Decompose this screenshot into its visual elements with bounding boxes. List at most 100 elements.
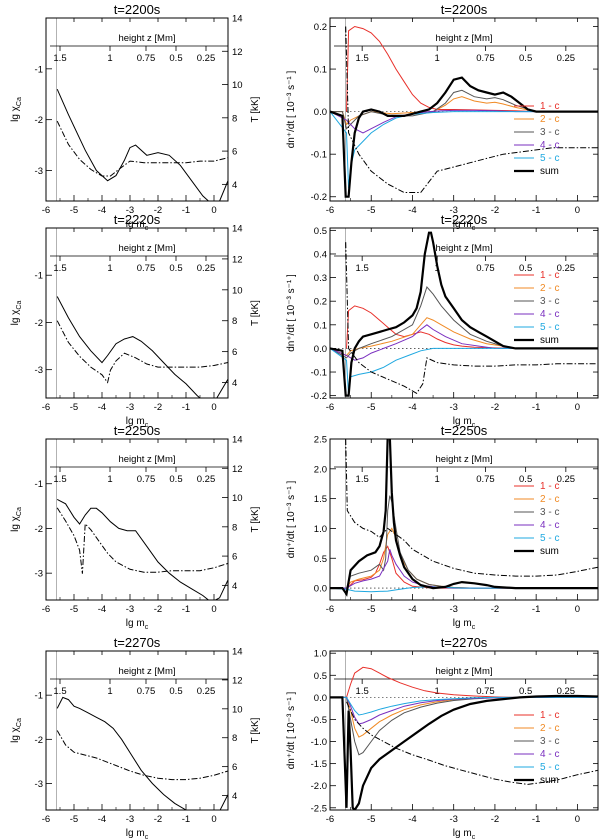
y-tick-label: 0.0 [314, 584, 327, 595]
x-tick-label: 0 [211, 604, 216, 615]
y-tick-label: 2.5 [314, 435, 327, 446]
series-group [330, 231, 598, 397]
series-group [330, 666, 598, 810]
y-tick-label: -2 [35, 318, 43, 329]
x-tick-label: 0 [575, 402, 580, 413]
y2-tick-label: 6 [232, 762, 237, 773]
series-dash-dot [346, 701, 598, 785]
y2-tick-label: 8 [232, 733, 237, 744]
y-tick-label: 0.0 [314, 344, 327, 355]
height-axis-label: height z [Mm] [435, 243, 492, 254]
panel-title: t=2250s [114, 423, 161, 438]
height-axis-tick-label: 0.75 [476, 474, 495, 485]
x-tick-label: -2 [154, 814, 162, 825]
panel-R1: t=2200s -6 -5 -4 -3 -2 -1 0 0.2 0.1 0.0 -0.1 -0.2 lg … [286, 2, 599, 232]
x-tick-label: -1 [532, 402, 540, 413]
panel-title: t=2270s [114, 635, 161, 650]
series-sum [330, 439, 598, 597]
x-tick-label: -4 [408, 402, 416, 413]
y2-tick-label: 8 [232, 316, 237, 327]
y2-tick-label: 8 [232, 113, 237, 124]
height-axis-tick-label: 0.25 [197, 686, 216, 697]
series-group [56, 498, 228, 600]
x-axis-label-main: lg m [453, 416, 472, 427]
y-tick-label: -1 [35, 64, 43, 75]
height-axis-label: height z [Mm] [118, 243, 175, 254]
height-axis-tick-label: 0.5 [169, 263, 182, 274]
y-tick-label: -0.5 [311, 715, 327, 726]
y2-tick-label: 10 [232, 493, 243, 504]
series-t [56, 320, 228, 384]
height-axis-tick-label: 0.5 [519, 474, 532, 485]
x-tick-label: -4 [408, 205, 416, 216]
x-axis-label-sub: c [472, 624, 476, 631]
height-axis-tick-label: 0.5 [519, 263, 532, 274]
y2-tick-label: 6 [232, 552, 237, 563]
y-tick-label: -3 [35, 779, 43, 790]
y2-tick-label: 6 [232, 347, 237, 358]
series-5-c [330, 586, 598, 593]
x-tick-label: -6 [326, 205, 334, 216]
x-tick-label: -5 [70, 604, 78, 615]
y2-tick-label: 10 [232, 285, 243, 296]
y-axis-label-main: dn⁺/dt [ 10⁻³ s⁻¹ ] [286, 274, 297, 352]
panel-title: t=2270s [441, 635, 488, 650]
y-tick-label: 2.0 [314, 464, 327, 475]
height-axis-tick-label: 1 [107, 263, 112, 274]
legend-label: 3 - c [540, 507, 559, 518]
x-axis-label: lg mc [453, 618, 476, 631]
height-axis-tick-label: 0.25 [197, 53, 216, 64]
plot-frame [329, 438, 599, 601]
x-tick-label: -3 [449, 402, 457, 413]
x-tick-label: -3 [126, 814, 134, 825]
y2-tick-label: 14 [232, 435, 243, 446]
x-tick-label: 0 [575, 205, 580, 216]
panel-R3: t=2250s -6 -5 -4 -3 -2 -1 0 2.5 2.0 1.5 1.0 0.5 0.0 lg… [286, 423, 599, 631]
x-tick-label: -1 [182, 402, 190, 413]
height-axis-tick-label: 0.25 [557, 53, 576, 64]
series-1-c [346, 666, 598, 698]
y-axis-label: dn⁺/dt [ 10⁻³ s⁻¹ ] [286, 274, 297, 352]
series-sum [330, 231, 598, 397]
y-axis-label: dn⁺/dt [ 10⁻³ s⁻¹ ] [286, 692, 297, 770]
y2-tick-label: 12 [232, 464, 243, 475]
plot-frame [45, 227, 229, 399]
x-axis-label-sub: c [472, 422, 476, 429]
height-axis-tick-label: 0.25 [197, 474, 216, 485]
height-axis-tick-label: 0.25 [197, 263, 216, 274]
y-axis-label: dn⁺/dt [ 10⁻³ s⁻¹ ] [286, 481, 297, 559]
height-axis-label: height z [Mm] [118, 454, 175, 465]
y-tick-label: -1.5 [311, 759, 327, 770]
y-axis-label: lg χCa [10, 301, 23, 326]
y-tick-label: -0.2 [311, 391, 327, 402]
y-axis-label-main: dn⁺/dt [ 10⁻³ s⁻¹ ] [286, 481, 297, 559]
legend-label: 5 - c [540, 762, 559, 773]
x-tick-label: -3 [126, 205, 134, 216]
height-axis-tick-label: 1.5 [53, 686, 66, 697]
x-tick-label: -2 [154, 205, 162, 216]
panel-title: t=2200s [441, 2, 488, 17]
y-tick-label: -2.0 [311, 781, 327, 792]
series-dash-dot [345, 26, 598, 193]
y-tick-label: 0.5 [314, 671, 327, 682]
legend-label: 2 - c [540, 723, 559, 734]
height-axis-tick-label: 1.5 [356, 686, 369, 697]
x-axis-label-main: lg m [453, 828, 472, 839]
panel-title: t=2220s [114, 212, 161, 227]
y2-tick-label: 6 [232, 147, 237, 158]
y2-axis-label: T [kK] [250, 717, 261, 743]
panel-L3: t=2250s -6 -5 -4 -3 -2 -1 0 -1 -2 -3 4 6 8 10 12 14 T [kK… [10, 423, 261, 631]
plot-frame [45, 438, 229, 601]
y-axis-label: dn⁺/dt [ 10⁻³ s⁻¹ ] [286, 71, 297, 149]
plot-frame [45, 17, 229, 202]
panel-R2: t=2220s -6 -5 -4 -3 -2 -1 0 0.5 0.4 0.3 0.2 0.1 0.0 -0… [286, 212, 599, 429]
height-axis-tick-label: 0.75 [476, 263, 495, 274]
x-tick-label: -6 [42, 402, 50, 413]
y2-axis-label: T [kK] [250, 300, 261, 326]
x-axis-label-main: lg m [126, 618, 145, 629]
series-t [56, 507, 228, 574]
height-axis-tick-label: 0.5 [169, 474, 182, 485]
height-axis-label: height z [Mm] [118, 33, 175, 44]
height-axis-tick-label: 1.5 [356, 263, 369, 274]
height-axis-label: height z [Mm] [435, 666, 492, 677]
